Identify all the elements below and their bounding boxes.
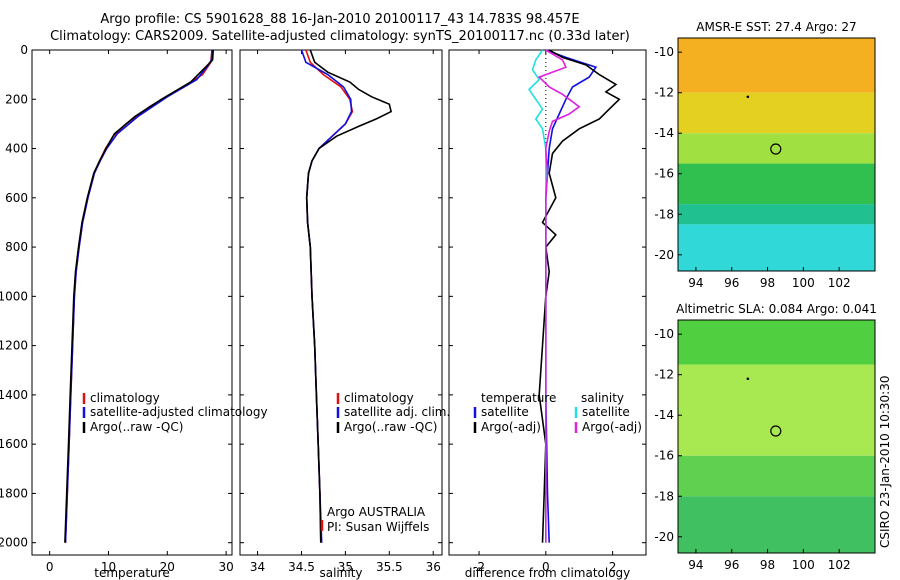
chart-title-line-2: Climatology: CARS2009. Satellite-adjuste… <box>50 29 630 44</box>
map-y-tick-label: -10 <box>654 327 674 341</box>
x-tick-label: 20 <box>160 560 175 574</box>
y-tick-label: 800 <box>5 240 28 254</box>
chart-title-line-1: Argo profile: CS 5901628_88 16-Jan-2010 … <box>100 12 580 27</box>
map-color-band <box>678 320 875 365</box>
legend-label: Argo(..raw -QC) <box>90 420 183 434</box>
map-x-tick-label: 98 <box>760 276 775 290</box>
y-tick-label: 1000 <box>0 289 28 303</box>
map-x-tick-label: 100 <box>792 276 815 290</box>
x-axis-label: salinity <box>319 566 362 580</box>
y-tick-label: 600 <box>5 191 28 205</box>
legend-label: satellite adj. clim. <box>344 405 450 419</box>
series-line-magenta <box>537 49 581 543</box>
map-y-tick-label: -16 <box>654 167 674 181</box>
map-color-band <box>678 224 875 271</box>
x-tick-label: 35.5 <box>376 560 403 574</box>
map-title: AMSR-E SST: 27.4 Argo: 27 <box>696 20 856 34</box>
credit-stamp: CSIRO 23-Jan-2010 10:30:30 <box>878 375 892 548</box>
map-color-band <box>678 133 875 164</box>
map-y-tick-label: -12 <box>654 368 674 382</box>
map-color-band <box>678 38 875 93</box>
series-line-black <box>538 49 621 543</box>
x-axis-label: difference from climatology <box>465 566 631 580</box>
y-tick-label: 1800 <box>0 486 28 500</box>
map-color-band <box>678 455 875 497</box>
x-tick-label: 35 <box>338 560 353 574</box>
legend-label: climatology <box>344 391 414 405</box>
y-tick-label: 200 <box>5 92 28 106</box>
map-color-band <box>678 204 875 225</box>
x-tick-label: 30 <box>218 560 233 574</box>
map-color-band <box>678 496 875 553</box>
x-tick-label: 34.5 <box>288 560 315 574</box>
y-tick-label: 400 <box>5 142 28 156</box>
map-title: Altimetric SLA: 0.084 Argo: 0.041 <box>676 302 877 316</box>
series-line-black <box>64 49 214 543</box>
legend-label: satellite-adjusted climatology <box>90 405 268 419</box>
annotation-line-1: Argo AUSTRALIA <box>327 505 426 519</box>
map-panel-1 <box>677 37 876 272</box>
y-tick-label: 1200 <box>0 339 28 353</box>
plot-frame <box>31 49 233 556</box>
profile-panel-3 <box>448 49 647 556</box>
x-tick-label: 0 <box>46 560 54 574</box>
y-tick-label: 0 <box>20 43 28 57</box>
map-panel-2 <box>677 319 876 554</box>
x-tick-label: 10 <box>101 560 116 574</box>
legend-label: satellite <box>582 405 630 419</box>
legend-label: climatology <box>90 391 160 405</box>
legend-label: Argo(-adj) <box>481 420 541 434</box>
legend-label: Argo(..raw -QC) <box>344 420 437 434</box>
map-y-tick-label: -20 <box>654 530 674 544</box>
legend-group-heading: salinity <box>581 391 624 405</box>
previous-position-dot <box>746 377 750 381</box>
map-y-tick-label: -10 <box>654 45 674 59</box>
map-color-band <box>678 163 875 205</box>
map-x-tick-label: 102 <box>828 558 851 572</box>
x-tick-label: -2 <box>473 560 485 574</box>
plot-frame <box>239 49 443 556</box>
series-line-black <box>305 49 393 543</box>
profile-panel-2 <box>239 49 443 556</box>
map-y-tick-label: -16 <box>654 449 674 463</box>
map-x-tick-label: 98 <box>760 558 775 572</box>
y-tick-label: 1600 <box>0 437 28 451</box>
y-tick-label: 1400 <box>0 388 28 402</box>
x-tick-label: 0 <box>542 560 550 574</box>
x-axis-label: temperature <box>94 566 169 580</box>
map-y-tick-label: -20 <box>654 248 674 262</box>
map-color-band <box>678 364 875 456</box>
map-x-tick-label: 96 <box>724 276 739 290</box>
legend-group-heading: temperature <box>481 391 556 405</box>
x-tick-label: 36 <box>426 560 441 574</box>
map-x-tick-label: 94 <box>688 276 703 290</box>
y-tick-label: 2000 <box>0 536 28 550</box>
x-tick-label: 2 <box>609 560 617 574</box>
previous-position-dot <box>746 95 750 99</box>
map-y-tick-label: -14 <box>654 126 674 140</box>
map-color-band <box>678 92 875 134</box>
map-frame <box>677 37 876 272</box>
map-y-tick-label: -12 <box>654 86 674 100</box>
map-frame <box>677 319 876 554</box>
x-tick-label: 34 <box>250 560 265 574</box>
map-x-tick-label: 96 <box>724 558 739 572</box>
argo-position-marker <box>770 425 782 437</box>
map-y-tick-label: -18 <box>654 489 674 503</box>
profile-panel-1 <box>31 49 233 556</box>
map-x-tick-label: 94 <box>688 558 703 572</box>
argo-position-marker <box>770 143 782 155</box>
map-x-tick-label: 100 <box>792 558 815 572</box>
map-y-tick-label: -18 <box>654 207 674 221</box>
legend-label: satellite <box>481 405 529 419</box>
annotation-line-2: PI: Susan Wijffels <box>327 520 429 534</box>
legend-label: Argo(-adj) <box>582 420 642 434</box>
map-y-tick-label: -14 <box>654 408 674 422</box>
map-x-tick-label: 102 <box>828 276 851 290</box>
